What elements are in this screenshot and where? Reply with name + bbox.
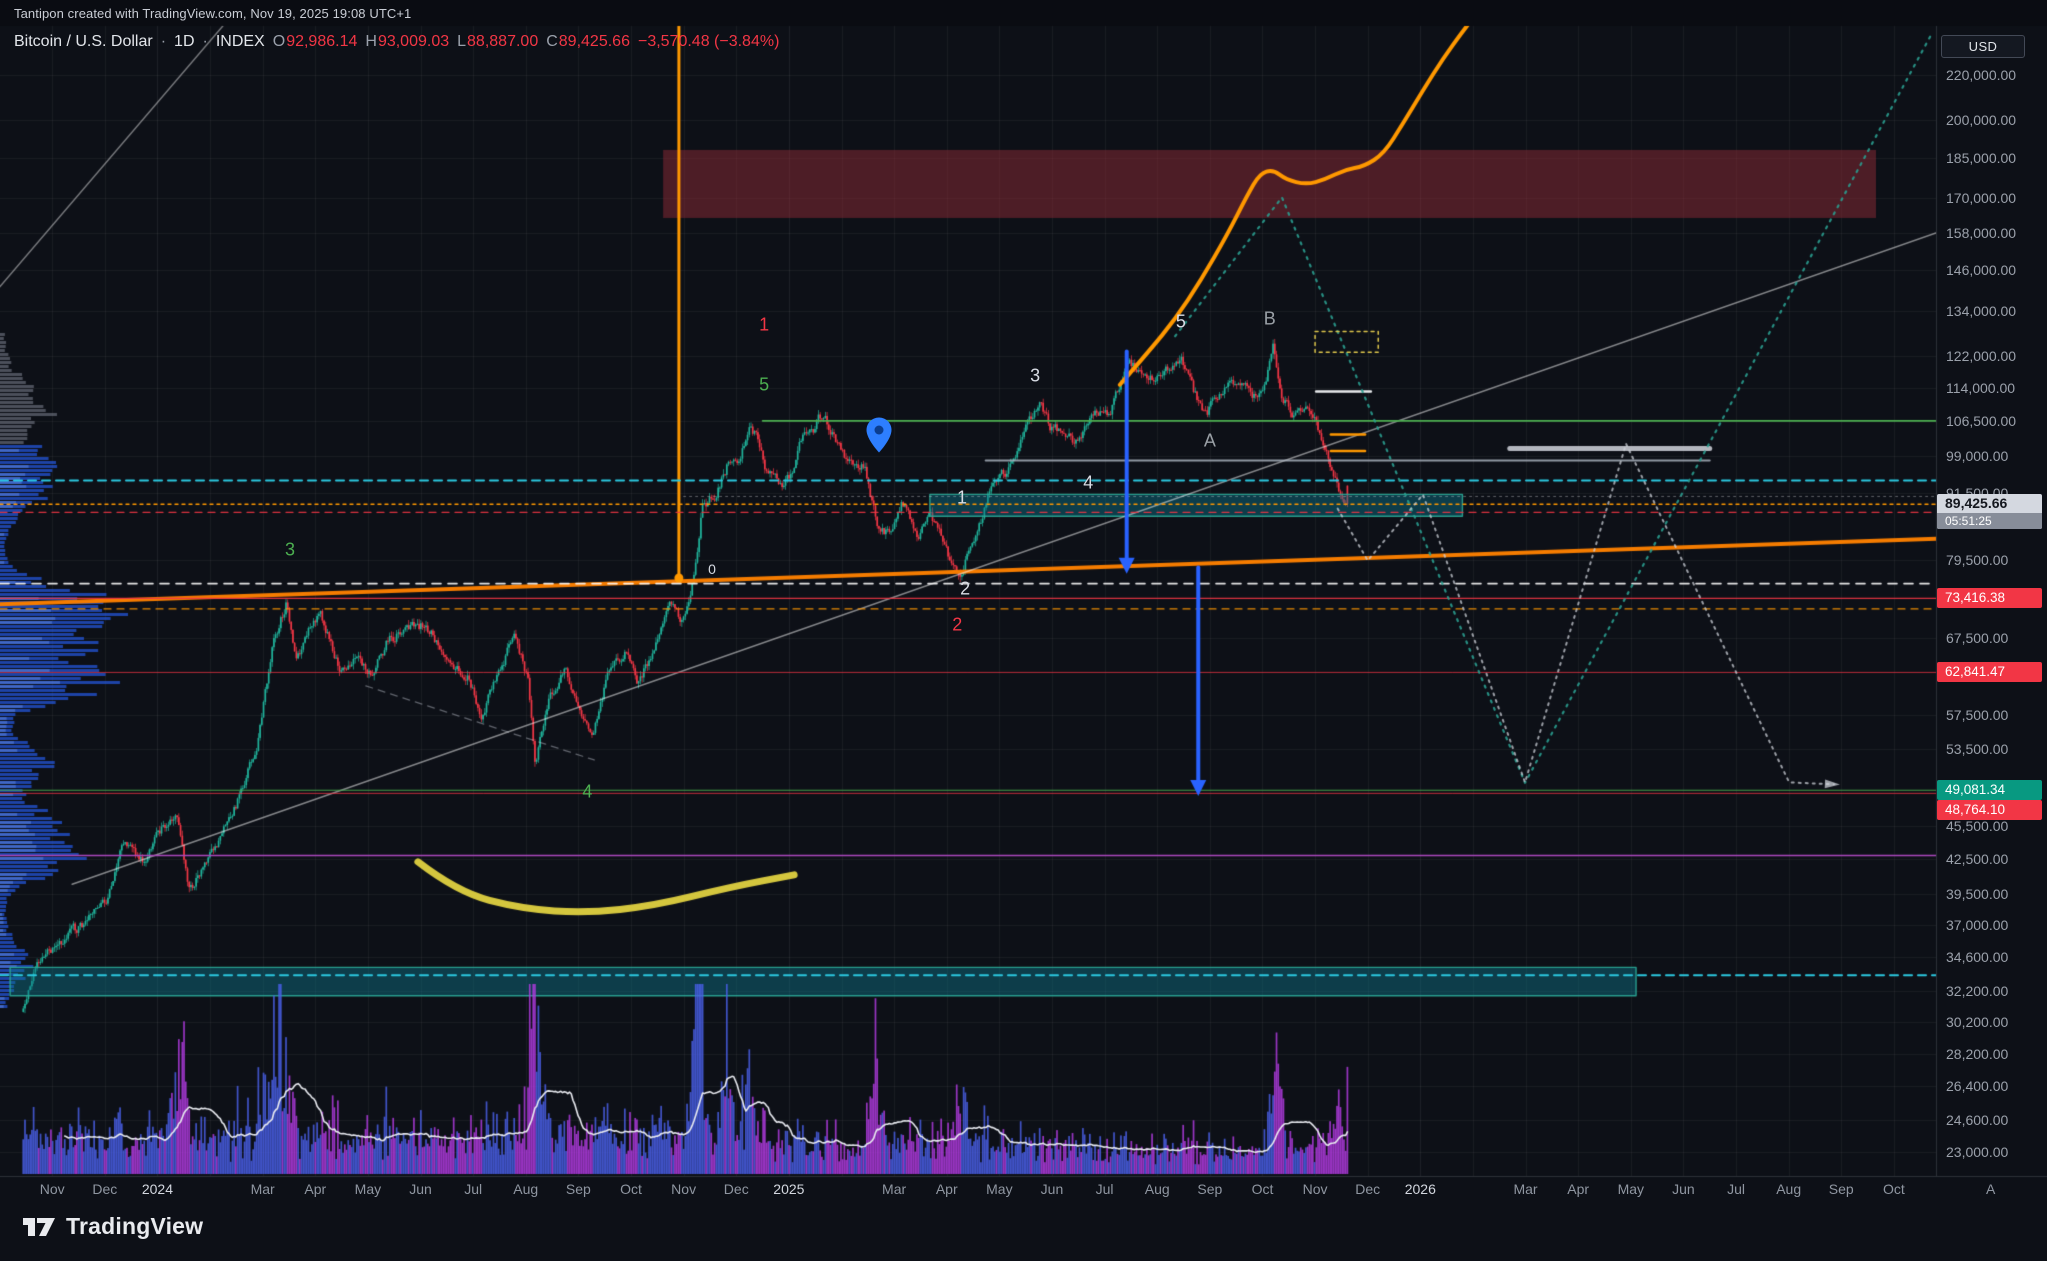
time-axis-month-label[interactable]: Jun bbox=[1672, 1181, 1695, 1197]
symbol-header: Bitcoin / U.S. Dollar · 1D · INDEX O92,9… bbox=[14, 33, 779, 51]
time-axis-month-label[interactable]: Apr bbox=[1567, 1181, 1590, 1197]
price-axis[interactable]: USD 220,000.00 200,000.00 185,000.00 170,00… bbox=[1936, 26, 2047, 1176]
price-tick-label: 79,500.00 bbox=[1946, 552, 2009, 569]
time-axis-month-label[interactable]: Oct bbox=[1883, 1181, 1905, 1197]
price-tick-label: 106,500.00 bbox=[1946, 412, 2017, 429]
price-tick-label: 122,000.00 bbox=[1946, 348, 2017, 365]
time-axis-month-label[interactable]: Jun bbox=[409, 1181, 432, 1197]
time-axis-month-label[interactable]: Aug bbox=[513, 1181, 539, 1197]
time-axis-month-label[interactable]: Nov bbox=[671, 1181, 697, 1197]
wave-label-2: 2 bbox=[952, 614, 963, 635]
time-axis[interactable]: Nov Dec 2024 Mar Apr May Jun Jul Aug Sep Oct Nov Dec… bbox=[0, 1176, 2047, 1208]
separator-dot: · bbox=[160, 33, 167, 50]
time-axis-month-label[interactable]: Apr bbox=[935, 1181, 958, 1197]
price-level-label: 73,416.38 bbox=[1937, 588, 2042, 609]
price-tick-label: 220,000.00 bbox=[1946, 67, 2017, 83]
wave-label-5: 5 bbox=[1175, 311, 1186, 332]
wave-label-2: 2 bbox=[960, 578, 971, 599]
price-tick-label: 34,600.00 bbox=[1946, 948, 2009, 965]
price-level-label: 62,841.47 bbox=[1937, 662, 2042, 683]
price-tick-label: 185,000.00 bbox=[1946, 149, 2017, 166]
exchange-label: INDEX bbox=[215, 33, 265, 50]
wave-label-5: 5 bbox=[759, 374, 770, 395]
location-pin-icon[interactable] bbox=[864, 416, 894, 454]
price-tick-label: 158,000.00 bbox=[1946, 224, 2017, 241]
wave-label-1: 1 bbox=[956, 487, 967, 508]
attribution-text: Tantipon created with TradingView.com, N… bbox=[14, 6, 412, 21]
time-axis-month-label[interactable]: Apr bbox=[304, 1181, 327, 1197]
wave-label-4: 4 bbox=[582, 781, 593, 802]
tradingview-logo-icon bbox=[23, 1217, 55, 1236]
time-axis-year-label[interactable]: 2025 bbox=[773, 1181, 805, 1197]
wave-label-3: 3 bbox=[285, 539, 296, 560]
time-axis-month-label[interactable]: Dec bbox=[92, 1181, 118, 1197]
time-axis-month-label[interactable]: Oct bbox=[620, 1181, 642, 1197]
price-tick-label: 146,000.00 bbox=[1946, 262, 2017, 279]
time-axis-month-label[interactable]: Jul bbox=[1727, 1181, 1745, 1197]
price-tick-label: 57,500.00 bbox=[1946, 706, 2009, 723]
tradingview-branding[interactable]: TradingView bbox=[22, 1213, 203, 1240]
tradingview-logo-text: TradingView bbox=[66, 1213, 204, 1239]
price-tick-label: 37,000.00 bbox=[1946, 916, 2009, 933]
symbol-title[interactable]: Bitcoin / U.S. Dollar bbox=[14, 33, 153, 50]
time-axis-month-label[interactable]: May bbox=[1617, 1181, 1645, 1197]
price-tick-label: 53,500.00 bbox=[1946, 741, 2009, 758]
time-axis-year-label[interactable]: 2026 bbox=[1404, 1181, 1436, 1197]
time-axis-month-label[interactable]: May bbox=[354, 1181, 382, 1197]
wave-label-A: A bbox=[1203, 430, 1216, 451]
time-axis-month-label[interactable]: Mar bbox=[882, 1181, 907, 1197]
time-axis-month-label[interactable]: Aug bbox=[1776, 1181, 1802, 1197]
time-axis-month-label[interactable]: Sep bbox=[1197, 1181, 1223, 1197]
time-axis-month-label[interactable]: Nov bbox=[1302, 1181, 1328, 1197]
time-axis-month-label[interactable]: Aug bbox=[1144, 1181, 1170, 1197]
price-tick-label: 45,500.00 bbox=[1946, 818, 2009, 835]
time-axis-month-label[interactable]: Sep bbox=[1828, 1181, 1854, 1197]
wave-label-B: B bbox=[1263, 308, 1276, 329]
time-axis-month-label[interactable]: Jun bbox=[1040, 1181, 1064, 1197]
timeframe-label[interactable]: 1D bbox=[174, 33, 195, 50]
time-axis-month-label[interactable]: Dec bbox=[1355, 1181, 1381, 1197]
price-tick-label: 170,000.00 bbox=[1946, 189, 2017, 206]
price-tick-label: 42,500.00 bbox=[1946, 850, 2009, 867]
ohlc-open: O92,986.14 bbox=[272, 33, 358, 50]
price-tick-label: 28,200.00 bbox=[1946, 1046, 2009, 1063]
time-axis-month-label[interactable]: May bbox=[986, 1181, 1013, 1197]
wave-label-3: 3 bbox=[1030, 365, 1041, 386]
time-axis-month-label[interactable]: Jul bbox=[464, 1181, 483, 1197]
price-tick-label: 32,200.00 bbox=[1946, 983, 2009, 1000]
time-axis-month-label[interactable]: Mar bbox=[1513, 1181, 1538, 1197]
axis-scale-toggle[interactable]: A bbox=[1986, 1181, 1996, 1197]
change-value: −3,570.48 (−3.84%) bbox=[637, 33, 780, 50]
time-axis-month-label[interactable]: Nov bbox=[39, 1181, 65, 1197]
separator-dot: · bbox=[202, 33, 208, 50]
price-tick-label: 114,000.00 bbox=[1946, 380, 2016, 397]
price-tick-label: 30,200.00 bbox=[1946, 1013, 2009, 1030]
price-level-label: 49,081.34 bbox=[1937, 780, 2042, 801]
time-axis-month-label[interactable]: Mar bbox=[250, 1181, 275, 1197]
price-tick-label: 99,000.00 bbox=[1946, 447, 2009, 464]
time-axis-month-label[interactable]: Dec bbox=[723, 1181, 749, 1197]
time-axis-month-label[interactable]: Oct bbox=[1251, 1181, 1274, 1197]
price-tick-label: 23,000.00 bbox=[1946, 1143, 2009, 1160]
price-tick-label: 26,400.00 bbox=[1946, 1077, 2009, 1094]
time-axis-year-label[interactable]: 2024 bbox=[141, 1181, 174, 1197]
current-price-label: 89,425.66 05:51:25 bbox=[1937, 494, 2042, 530]
time-axis-month-label[interactable]: Sep bbox=[565, 1181, 591, 1197]
time-axis-month-label[interactable]: Jul bbox=[1095, 1181, 1114, 1197]
wave-label-0: 0 bbox=[708, 561, 716, 578]
wave-label-1: 1 bbox=[759, 314, 770, 335]
price-tick-label: 39,500.00 bbox=[1946, 885, 2009, 902]
ohlc-low: L88,887.00 bbox=[457, 33, 539, 50]
ohlc-high: H93,009.03 bbox=[365, 33, 450, 50]
currency-button[interactable]: USD bbox=[1941, 35, 2025, 58]
wave-label-4: 4 bbox=[1083, 472, 1094, 493]
ohlc-close: C89,425.66 bbox=[546, 33, 630, 50]
price-tick-label: 134,000.00 bbox=[1946, 303, 2017, 320]
price-tick-label: 67,500.00 bbox=[1946, 630, 2009, 647]
price-tick-label: 24,600.00 bbox=[1946, 1111, 2009, 1128]
price-level-label: 48,764.10 bbox=[1937, 800, 2042, 821]
price-tick-label: 200,000.00 bbox=[1946, 112, 2017, 129]
